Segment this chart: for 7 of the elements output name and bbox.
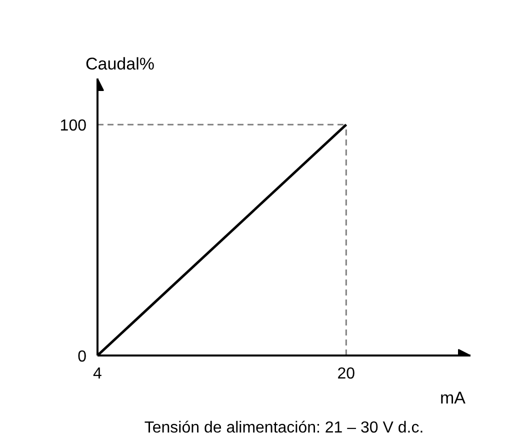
x-axis-title: mA <box>440 388 466 408</box>
text: Tensión de alimentación: 21 – 30 V d.c. <box>144 420 424 436</box>
y-tick-label: 100 <box>60 118 87 135</box>
x-tick-label: 20 <box>337 366 356 382</box>
x-tick-label: 4 <box>93 366 102 382</box>
y-tick-label: 0 <box>78 348 87 366</box>
y-axis-title: Caudal% <box>86 54 154 74</box>
